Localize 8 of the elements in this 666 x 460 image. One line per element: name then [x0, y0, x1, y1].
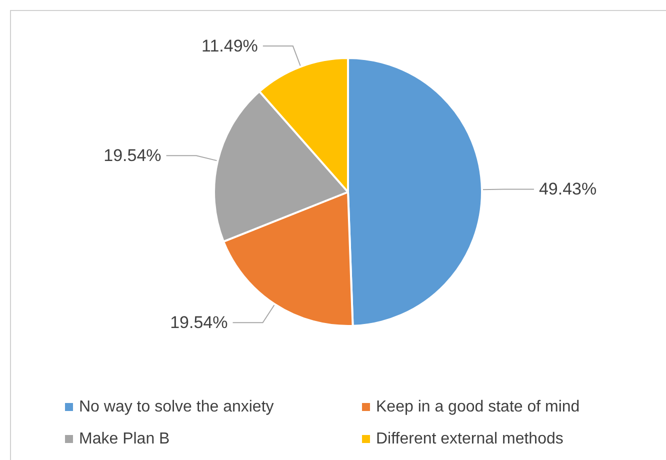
data-label: 49.43% — [538, 180, 597, 199]
data-label: 11.49% — [202, 36, 258, 56]
legend-label: Keep in a good state of mind — [376, 398, 580, 416]
legend-label: No way to solve the anxiety — [79, 398, 274, 416]
data-label: 19.54% — [170, 313, 228, 332]
legend-label: Make Plan B — [79, 430, 170, 448]
legend-label: Different external methods — [376, 430, 564, 448]
data-label: 19.54% — [104, 146, 162, 166]
